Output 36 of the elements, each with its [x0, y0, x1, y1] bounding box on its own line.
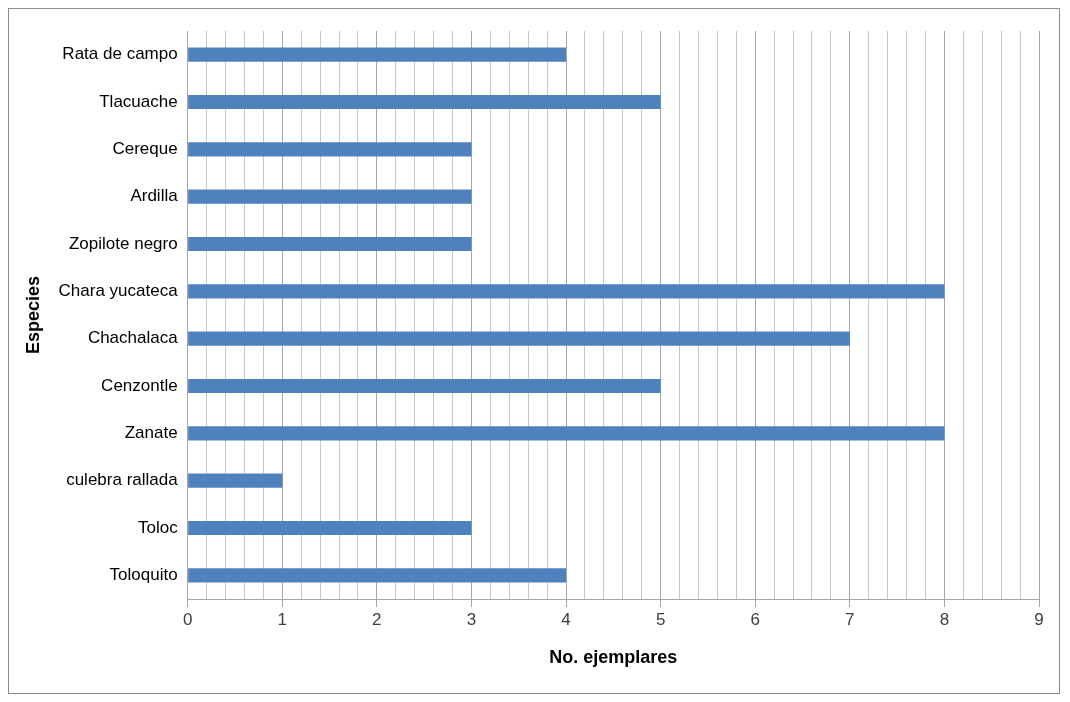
x-tick-label: 9: [1034, 609, 1044, 629]
x-tick-label: 0: [182, 609, 193, 629]
y-tick-label: Chara yucateca: [58, 281, 179, 301]
bar: [188, 284, 945, 299]
x-tick-label: 3: [466, 609, 477, 629]
bar: [188, 520, 472, 536]
y-tick-label: Zopilote negro: [68, 233, 178, 253]
y-tick-label: Ardilla: [130, 186, 179, 206]
y-tick-label: Cenzontle: [101, 375, 178, 395]
x-tick-label: 6: [750, 609, 760, 629]
bar: [188, 142, 472, 157]
x-tick-label: 8: [939, 609, 950, 629]
x-tick-label: 1: [277, 609, 287, 629]
y-tick-label: Zanate: [124, 423, 178, 443]
x-tick-label: 2: [372, 609, 382, 629]
y-tick-label: Tlacuache: [99, 91, 178, 111]
bar: [188, 94, 661, 110]
bar: [188, 189, 472, 204]
x-axis-title: No. ejemplares: [549, 647, 678, 668]
y-tick-label: Toloquito: [109, 565, 178, 585]
y-axis-title: Especies: [22, 275, 43, 355]
y-tick-label: Toloc: [137, 517, 179, 537]
y-tick-label: Rata de campo: [62, 44, 178, 64]
x-tick-label: 5: [655, 609, 666, 629]
bar: [188, 568, 567, 583]
bar: [188, 473, 283, 488]
y-tick-label: Cereque: [112, 139, 178, 159]
bar: [188, 47, 567, 62]
bar: [188, 236, 472, 252]
bar: [188, 378, 661, 394]
bar: [188, 331, 850, 346]
x-tick-label: 7: [845, 609, 855, 629]
x-tick-label: 4: [561, 609, 571, 629]
y-tick-label: culebra rallada: [66, 470, 179, 490]
bar: [188, 426, 945, 441]
y-tick-label: Chachalaca: [87, 328, 179, 348]
